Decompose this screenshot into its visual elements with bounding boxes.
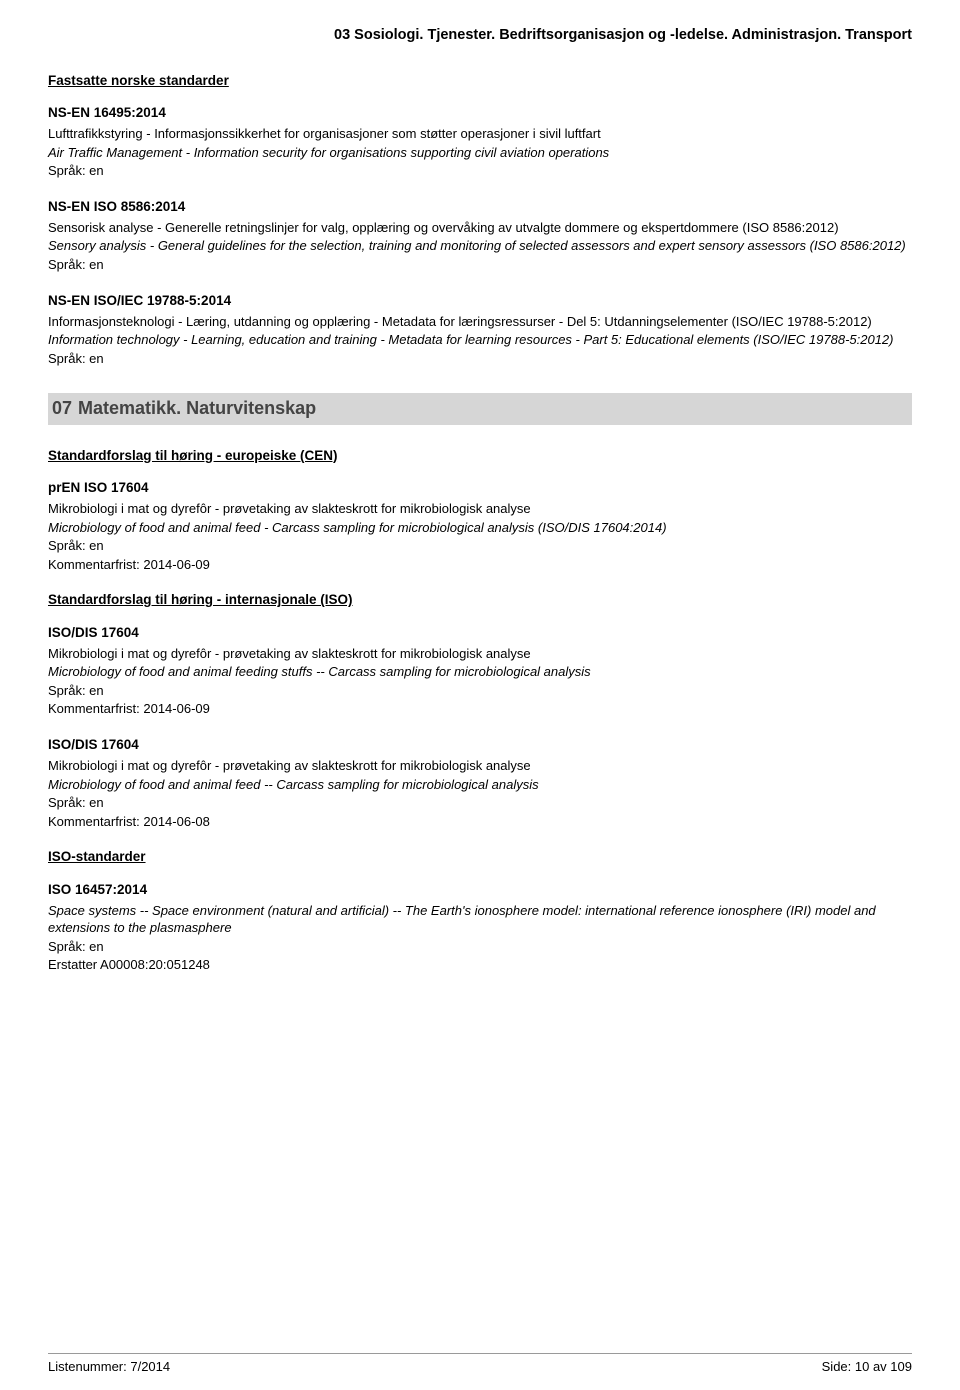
- standard-code: ISO 16457:2014: [48, 881, 912, 899]
- standard-replaces: Erstatter A00008:20:051248: [48, 956, 912, 974]
- section-heading-cen: Standardforslag til høring - europeiske …: [48, 447, 912, 465]
- footer-divider: [48, 1353, 912, 1354]
- standard-title-no: Mikrobiologi i mat og dyrefôr - prøvetak…: [48, 757, 912, 775]
- standard-code: ISO/DIS 17604: [48, 736, 912, 754]
- standard-deadline: Kommentarfrist: 2014-06-09: [48, 556, 912, 574]
- standard-language: Språk: en: [48, 938, 912, 956]
- standard-code: NS-EN ISO/IEC 19788-5:2014: [48, 292, 912, 310]
- standard-entry: NS-EN 16495:2014 Lufttrafikkstyring - In…: [48, 104, 912, 180]
- section-heading-iso-horing: Standardforslag til høring - internasjon…: [48, 591, 912, 609]
- footer-list-number: Listenummer: 7/2014: [48, 1358, 170, 1376]
- section-heading-iso-standarder: ISO-standarder: [48, 848, 912, 866]
- standard-title-no: Lufttrafikkstyring - Informasjonssikkerh…: [48, 125, 912, 143]
- standard-title-no: Mikrobiologi i mat og dyrefôr - prøvetak…: [48, 645, 912, 663]
- standard-entry: prEN ISO 17604 Mikrobiologi i mat og dyr…: [48, 479, 912, 573]
- standard-title-en: Space systems -- Space environment (natu…: [48, 902, 912, 937]
- standard-deadline: Kommentarfrist: 2014-06-08: [48, 813, 912, 831]
- standard-title-en: Microbiology of food and animal feed -- …: [48, 776, 912, 794]
- standard-language: Språk: en: [48, 794, 912, 812]
- standard-deadline: Kommentarfrist: 2014-06-09: [48, 700, 912, 718]
- category-header: 07 Matematikk. Naturvitenskap: [48, 393, 912, 424]
- category-title: Matematikk. Naturvitenskap: [78, 398, 316, 418]
- standard-code: ISO/DIS 17604: [48, 624, 912, 642]
- standard-title-en: Microbiology of food and animal feeding …: [48, 663, 912, 681]
- standard-title-no: Mikrobiologi i mat og dyrefôr - prøvetak…: [48, 500, 912, 518]
- standard-code: NS-EN 16495:2014: [48, 104, 912, 122]
- footer-page-number: Side: 10 av 109: [822, 1358, 912, 1376]
- page-header-category: 03 Sosiologi. Tjenester. Bedriftsorganis…: [48, 26, 912, 46]
- section-heading-fastsatte: Fastsatte norske standarder: [48, 72, 912, 90]
- standard-language: Språk: en: [48, 256, 912, 274]
- standard-entry: ISO/DIS 17604 Mikrobiologi i mat og dyre…: [48, 736, 912, 830]
- standard-title-en: Microbiology of food and animal feed - C…: [48, 519, 912, 537]
- page-footer: Listenummer: 7/2014 Side: 10 av 109: [48, 1358, 912, 1376]
- standard-entry: ISO/DIS 17604 Mikrobiologi i mat og dyre…: [48, 624, 912, 718]
- standard-title-en: Air Traffic Management - Information sec…: [48, 144, 912, 162]
- standard-entry: NS-EN ISO 8586:2014 Sensorisk analyse - …: [48, 198, 912, 274]
- standard-title-en: Information technology - Learning, educa…: [48, 331, 912, 349]
- standard-entry: NS-EN ISO/IEC 19788-5:2014 Informasjonst…: [48, 292, 912, 368]
- standard-entry: ISO 16457:2014 Space systems -- Space en…: [48, 881, 912, 974]
- standard-title-en: Sensory analysis - General guidelines fo…: [48, 237, 912, 255]
- standard-title-no: Informasjonsteknologi - Læring, utdannin…: [48, 313, 912, 331]
- standard-code: prEN ISO 17604: [48, 479, 912, 497]
- standard-title-no: Sensorisk analyse - Generelle retningsli…: [48, 219, 912, 237]
- standard-language: Språk: en: [48, 162, 912, 180]
- standard-language: Språk: en: [48, 682, 912, 700]
- standard-code: NS-EN ISO 8586:2014: [48, 198, 912, 216]
- standard-language: Språk: en: [48, 537, 912, 555]
- category-number: 07: [52, 398, 72, 418]
- standard-language: Språk: en: [48, 350, 912, 368]
